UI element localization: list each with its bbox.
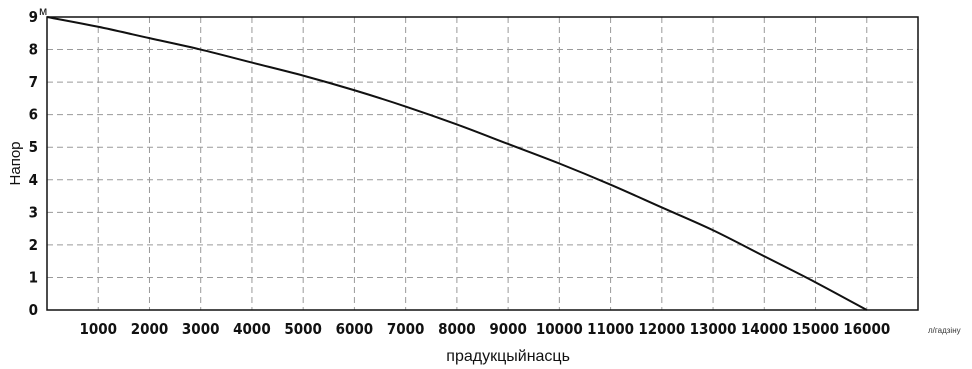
y-tick-label: 3 — [29, 203, 38, 221]
grid — [47, 17, 918, 310]
y-axis-label: Напор — [7, 142, 24, 186]
y-tick-label: 6 — [29, 106, 38, 124]
x-tick-label: 7000 — [387, 320, 425, 338]
x-tick-label: 6000 — [336, 320, 374, 338]
x-tick-label: 14000 — [741, 320, 788, 338]
x-tick-label: 5000 — [284, 320, 322, 338]
x-tick-label: 10000 — [536, 320, 583, 338]
x-tick-label: 9000 — [489, 320, 527, 338]
y-tick-label: 9 — [29, 8, 38, 26]
y-tick-label: 5 — [29, 138, 38, 156]
x-tick-label: 4000 — [233, 320, 271, 338]
y-tick-labels: 0 1 2 3 4 5 6 7 8 9 — [29, 8, 38, 319]
y-tick-label: 1 — [29, 268, 38, 286]
series-layer — [46, 16, 868, 311]
x-axis-label: прадукцыйнасць — [446, 348, 570, 365]
x-axis-unit: л/гадзіну — [928, 326, 961, 335]
y-tick-label: 7 — [29, 73, 38, 91]
x-tick-label: 8000 — [438, 320, 476, 338]
plot-frame — [46, 16, 919, 311]
y-tick-label: 2 — [29, 236, 38, 254]
y-tick-label: 8 — [29, 41, 38, 59]
series-line-0 — [46, 16, 868, 311]
x-tick-label: 11000 — [587, 320, 634, 338]
x-tick-label: 2000 — [131, 320, 169, 338]
x-tick-label: 12000 — [638, 320, 685, 338]
x-tick-label: 15000 — [792, 320, 839, 338]
y-axis-unit: м — [39, 4, 47, 18]
x-tick-label: 13000 — [690, 320, 737, 338]
x-tick-label: 1000 — [79, 320, 117, 338]
x-tick-label: 16000 — [843, 320, 890, 338]
x-tick-labels: 1000 2000 3000 4000 5000 6000 7000 8000 9000 1000… — [79, 320, 890, 338]
y-tick-label: 0 — [29, 301, 38, 319]
x-tick-label: 3000 — [182, 320, 220, 338]
y-tick-label: 4 — [29, 171, 38, 189]
